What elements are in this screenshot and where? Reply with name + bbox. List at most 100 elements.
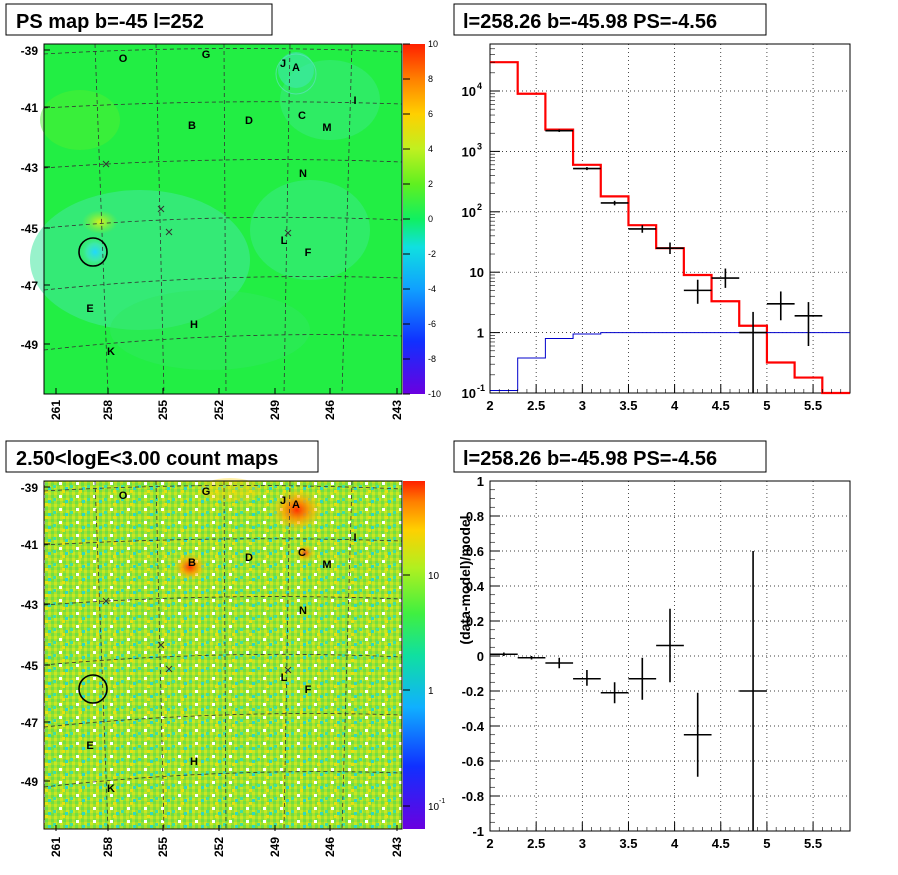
count-colorbar — [403, 481, 425, 829]
source-label-N: N — [299, 605, 307, 617]
y-tick-label-exp: 2 — [477, 202, 482, 212]
y-tick-label: 0.4 — [466, 579, 485, 594]
x-tick-label: 255 — [156, 837, 170, 857]
count-cbar-label-0.1-base: 10 — [428, 802, 440, 813]
y-tick-label: -39 — [21, 44, 39, 58]
count-map-blob-b — [174, 553, 206, 581]
ps-cbar-label: -4 — [428, 284, 436, 294]
x-tick-label: 4.5 — [712, 836, 730, 851]
count-map-x-ticks: 261 258 255 252 249 246 243 — [49, 825, 404, 857]
source-label-L: L — [281, 235, 288, 247]
source-label-G: G — [202, 486, 211, 498]
ps-map-frame — [43, 43, 403, 395]
ps-map-x-ticks: 261 258 255 252 249 246 243 — [49, 388, 404, 420]
residual-ylabel: (data-model)/model — [457, 515, 473, 644]
source-label-N: N — [299, 168, 307, 180]
x-tick-label: 255 — [156, 400, 170, 420]
ps-cbar-label: -10 — [428, 389, 441, 399]
residual-panel: 2 2.5 3 3.5 4 4.5 5 5.5 -1 -0.8 -0.6 -0.4 -0.2 0 0.2 0… — [457, 474, 851, 851]
source-label-C: C — [298, 110, 306, 122]
source-label-C: C — [298, 547, 306, 559]
source-label-K: K — [107, 783, 115, 795]
ps-map-ring — [275, 53, 317, 95]
y-tick-label: -45 — [21, 222, 39, 236]
source-label-O: O — [119, 53, 128, 65]
y-tick-label: 10 — [470, 265, 484, 280]
ps-map-graticule — [43, 43, 403, 395]
y-tick-label: 0.6 — [466, 544, 484, 559]
x-tick-label: 258 — [101, 400, 115, 420]
source-label-J: J — [280, 495, 286, 507]
ps-cbar-label: 8 — [428, 74, 433, 84]
ps-map-patch — [81, 238, 109, 266]
residual-series — [490, 551, 767, 831]
source-label-F: F — [305, 247, 312, 259]
source-label-I: I — [353, 532, 356, 544]
source-label-M: M — [322, 559, 331, 571]
count-map-blob-ja — [271, 488, 323, 532]
x-tick-label: 4 — [671, 398, 679, 413]
source-label-D: D — [245, 552, 253, 564]
x-tick-label: 249 — [268, 837, 282, 857]
source-label-A: A — [292, 499, 300, 511]
residual-title: l=258.26 b=-45.98 PS=-4.56 — [463, 448, 717, 470]
x-tick-label: 246 — [323, 400, 337, 420]
ps-cbar-label: 6 — [428, 109, 433, 119]
ps-cbar-label: 0 — [428, 214, 433, 224]
count-cbar-label-0.1-exp: -1 — [439, 798, 445, 805]
x-tick-label: 4 — [671, 836, 679, 851]
y-tick-label-base: 10 — [462, 144, 476, 159]
y-tick-label: -0.2 — [462, 684, 484, 699]
y-tick-label: -1 — [472, 824, 484, 839]
count-map-glow — [200, 478, 260, 502]
residual-y-ticks: -1 -0.8 -0.6 -0.4 -0.2 0 0.2 0.4 0.6 0.8 1 — [462, 474, 500, 839]
spectrum-frame — [489, 43, 851, 394]
source-label-K: K — [107, 346, 115, 358]
count-map-title-box: 2.50<logE<3.00 count maps — [5, 440, 319, 473]
y-tick-label: 0.8 — [466, 509, 484, 524]
x-tick-label: 5.5 — [804, 836, 822, 851]
count-map-markers — [102, 597, 292, 674]
ps-map-patch — [278, 52, 314, 88]
ps-cbar-label: -6 — [428, 319, 436, 329]
count-cbar-label-1: 1 — [428, 686, 434, 697]
x-tick-label: 258 — [101, 837, 115, 857]
x-tick-label: 2.5 — [527, 836, 545, 851]
y-tick-label: -43 — [21, 598, 39, 612]
ps-map-patch — [40, 90, 120, 150]
source-label-I: I — [353, 95, 356, 107]
residual-x-ticks: 2 2.5 3 3.5 4 4.5 5 5.5 — [486, 822, 851, 851]
source-label-B: B — [188, 557, 196, 569]
count-map-target-circle — [78, 674, 108, 704]
ps-map-patch — [82, 210, 118, 234]
spectrum-x-ticks: 2 2.5 3 3.5 4 4.5 5 5.5 — [486, 384, 851, 413]
source-label-D: D — [245, 115, 253, 127]
y-tick-label: 1 — [477, 326, 484, 341]
count-map-frame — [43, 480, 403, 830]
ps-map-y-ticks: -39 -41 -43 -45 -47 -49 — [21, 44, 50, 352]
ps-map-patch — [110, 290, 310, 370]
y-tick-label: 0 — [477, 649, 484, 664]
count-map-title: 2.50<logE<3.00 count maps — [16, 448, 278, 470]
ps-cbar-label: 4 — [428, 144, 433, 154]
x-tick-label: 3.5 — [619, 836, 637, 851]
residual-title-box: l=258.26 b=-45.98 PS=-4.56 — [453, 440, 767, 473]
x-tick-label: 246 — [323, 837, 337, 857]
ps-map-patch — [250, 180, 370, 280]
ps-map-panel: O G J A I B D C M N L F E H K 10 8 6 4 2 0 -2 -4 -6 -8 -10 -39 -4… — [21, 39, 441, 420]
x-tick-label: 2 — [486, 398, 493, 413]
y-tick-label: -0.4 — [462, 719, 485, 734]
y-tick-label: -49 — [21, 338, 39, 352]
source-label-F: F — [305, 684, 312, 696]
source-label-G: G — [202, 49, 211, 61]
y-tick-label-base: 10 — [462, 386, 476, 401]
ps-cbar-label: 10 — [428, 39, 438, 49]
y-tick-label: -47 — [21, 279, 39, 293]
y-tick-label-base: 10 — [462, 84, 476, 99]
x-tick-label: 261 — [49, 400, 63, 420]
ps-map-markers — [102, 160, 292, 237]
x-tick-label: 5 — [763, 398, 770, 413]
